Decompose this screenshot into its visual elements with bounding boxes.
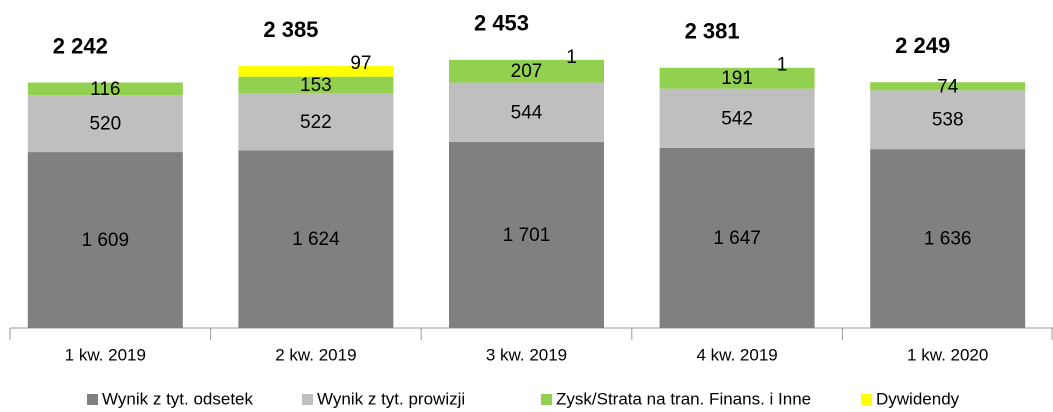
x-tick-label: 1 kw. 2020 [907,345,988,364]
bar-segment [238,150,394,328]
bar-segment [449,59,604,83]
x-tick-label: 3 kw. 2019 [486,345,567,364]
total-label: 2 249 [895,33,950,58]
bar-segment [449,82,604,143]
bar-segment [870,149,1026,328]
data-label: 1 647 [713,228,761,249]
legend-swatch [541,394,552,405]
total-label: 2 453 [474,11,529,36]
x-tick-label: 4 kw. 2019 [696,345,777,364]
data-label: 116 [90,79,120,100]
data-label: 544 [511,102,543,123]
bar-segment [27,152,183,328]
bar-segment [449,142,604,328]
legend-label: Wynik z tyt. prowizji [317,389,465,408]
legend-label: Wynik z tyt. odsetek [102,389,254,408]
data-label: 1 701 [503,225,551,246]
total-label: 2 242 [53,33,108,58]
data-label: 207 [511,61,543,82]
total-label: 2 381 [685,18,740,43]
bar-segment [27,95,183,153]
legend-swatch [87,394,98,405]
legend-label: Zysk/Strata na tran. Finans. i Inne [556,389,811,408]
bar-segment [870,82,1026,91]
data-label: 1 636 [924,229,972,250]
data-label: 1 [566,47,577,68]
legend-label: Dywidendy [876,389,960,408]
bar-segment [27,82,183,96]
bar-segment [238,66,394,77]
bar-segment [238,93,394,151]
data-label: 520 [89,114,121,135]
bar-segment [659,67,815,89]
x-tick-label: 2 kw. 2019 [275,345,356,364]
data-label: 74 [937,76,959,97]
data-label: 191 [721,68,753,89]
bar-segment [659,147,815,328]
bar-segment [238,76,394,94]
data-label: 1 609 [82,230,130,251]
data-label: 542 [721,108,753,129]
data-label: 1 624 [292,229,340,250]
data-label: 97 [350,53,371,74]
data-label: 1 [777,55,788,76]
x-tick-label: 1 kw. 2019 [65,345,146,364]
data-label: 153 [300,75,332,96]
legend-swatch [302,394,313,405]
legend-swatch [861,394,872,405]
total-label: 2 385 [263,17,318,42]
data-label: 538 [932,110,964,131]
bar-segment [659,88,815,148]
bar-segment [870,90,1026,150]
data-label: 522 [300,112,332,133]
